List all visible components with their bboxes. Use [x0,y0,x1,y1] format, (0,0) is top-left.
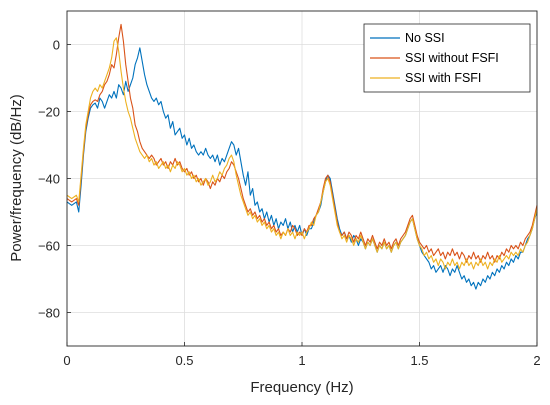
series-line-ssi-without-fsfi [66,23,538,263]
series-line-ssi-with-fsfi [66,37,538,270]
legend: No SSI SSI without FSFI SSI with FSFI [363,23,531,93]
legend-label-ssi-without-fsfi: SSI without FSFI [405,51,499,65]
x-tick-label: 0 [63,353,70,368]
series-lines [66,23,538,290]
y-axis-title: Power/frequency (dB/Hz) [8,94,25,262]
y-tick-label: −60 [38,239,60,254]
legend-label-no-ssi: No SSI [405,31,445,45]
x-tick-label: 0.5 [175,353,193,368]
legend-label-ssi-with-fsfi: SSI with FSFI [405,71,481,85]
axis-ticks: 0 0.5 1 1.5 2 −80 −60 −40 −20 0 [38,38,541,369]
x-tick-label: 1 [298,353,305,368]
x-tick-label: 2 [533,353,540,368]
y-tick-label: −20 [38,105,60,120]
x-axis-title: Frequency (Hz) [250,379,353,396]
y-tick-label: 0 [53,38,60,53]
y-tick-label: −40 [38,172,60,187]
y-tick-label: −80 [38,306,60,321]
x-tick-label: 1.5 [410,353,428,368]
